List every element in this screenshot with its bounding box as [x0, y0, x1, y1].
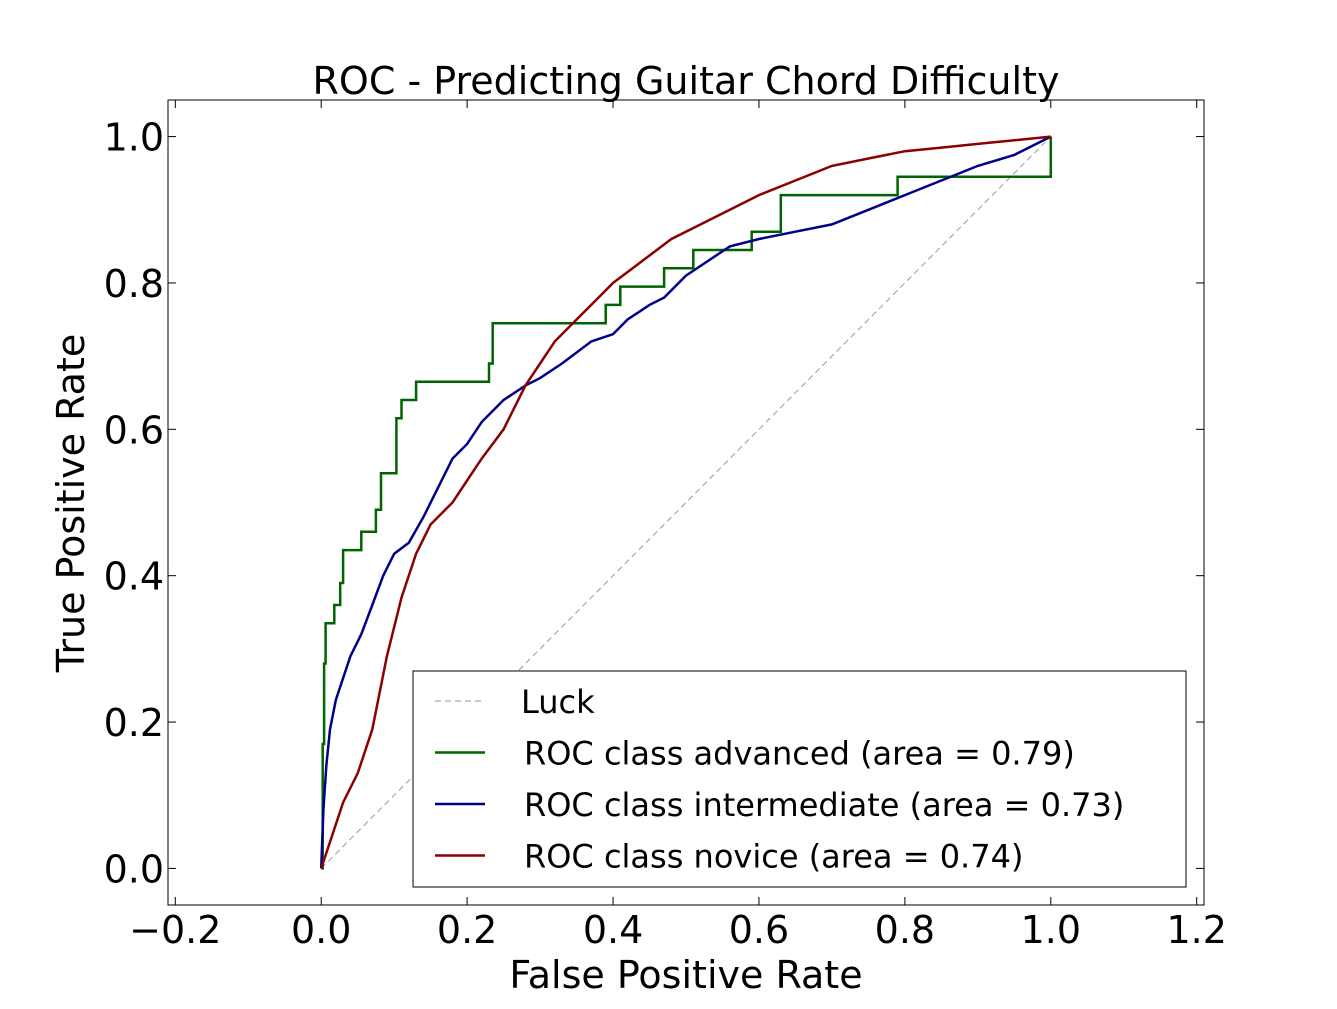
x-tick-label: 0.2 [437, 908, 497, 952]
series-line-3 [320, 135, 1051, 869]
y-tick-label: 0.6 [104, 408, 164, 452]
legend: Luck ROC class advanced (area = 0.79) ROC … [412, 670, 1187, 888]
x-tick-label: 0.4 [583, 908, 643, 952]
legend-label: ROC class novice (area = 0.74) [524, 838, 1023, 876]
y-tick-label: 1.0 [104, 116, 164, 160]
y-tick-label: 0.0 [104, 847, 164, 891]
series-line-2 [319, 135, 1052, 869]
legend-label: Luck [521, 683, 595, 721]
x-tick-label: 0.6 [729, 908, 789, 952]
y-tick-label: 0.4 [104, 555, 164, 599]
plot-area-frame [167, 99, 1205, 906]
legend-box [412, 670, 1187, 888]
x-tick-label: 0.8 [875, 908, 935, 952]
x-tick-label: 0.0 [291, 908, 351, 952]
chart-title: ROC - Predicting Guitar Chord Difficulty [313, 59, 1060, 103]
x-axis-label: False Positive Rate [509, 953, 862, 997]
series-line-1 [321, 136, 1053, 870]
ticks-layer: −0.2 0.0 0.2 0.4 0.6 0.8 1.0 1.2 0.0 0.2 0.4 0.6 0.8… [104, 100, 1227, 952]
legend-label: ROC class advanced (area = 0.79) [524, 735, 1075, 773]
x-tick-label: −0.2 [129, 908, 221, 952]
x-tick-label: 1.2 [1166, 908, 1226, 952]
y-axis-label: True Positive Rate [49, 334, 93, 674]
legend-label: ROC class intermediate (area = 0.73) [524, 786, 1124, 824]
y-tick-label: 0.2 [104, 701, 164, 745]
x-tick-label: 1.0 [1021, 908, 1081, 952]
y-tick-label: 0.8 [104, 262, 164, 306]
